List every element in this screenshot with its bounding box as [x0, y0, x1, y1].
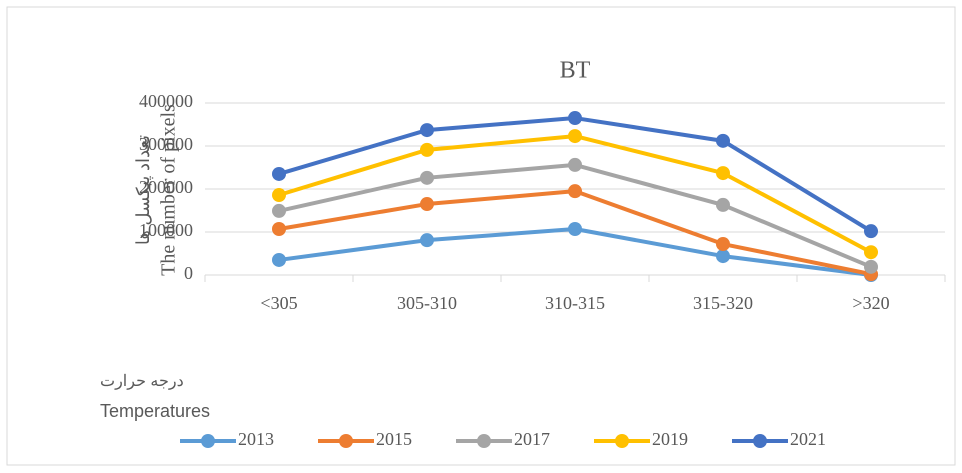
x-tick-label: 310-315 — [545, 293, 605, 313]
y-tick-label: 200000 — [139, 177, 193, 197]
data-point — [568, 221, 582, 236]
data-point — [716, 237, 730, 252]
y-tick-label: 400000 — [139, 91, 193, 111]
x-tick-label: <305 — [260, 293, 297, 313]
data-point — [272, 252, 286, 267]
data-point — [420, 123, 434, 138]
legend-label: 2019 — [652, 429, 688, 449]
legend-label: 2015 — [376, 429, 412, 449]
data-point — [864, 224, 878, 239]
x-tick-label: >320 — [852, 293, 889, 313]
legend-label: 2017 — [514, 429, 550, 449]
data-point — [716, 166, 730, 181]
legend-swatch — [477, 434, 491, 448]
x-axis-label: Temperatures — [100, 401, 210, 421]
legend-swatch — [615, 434, 629, 448]
y-axis-label: تعداد پیکسل ها — [133, 135, 154, 245]
data-point — [420, 197, 434, 212]
chart-title: BT — [560, 58, 591, 84]
y-axis-label: The number of pixels — [158, 104, 180, 276]
data-point — [272, 188, 286, 203]
x-axis-label: درجه حرارت — [100, 373, 184, 390]
legend-label: 2013 — [238, 429, 274, 449]
data-point — [272, 166, 286, 181]
legend-swatch — [201, 434, 215, 448]
y-tick-label: 0 — [184, 263, 193, 283]
legend-swatch — [753, 434, 767, 448]
data-point — [716, 249, 730, 264]
legend-label: 2021 — [790, 429, 826, 449]
y-tick-label: 100000 — [139, 220, 193, 240]
data-point — [568, 184, 582, 199]
data-point — [716, 133, 730, 148]
data-point — [420, 170, 434, 185]
x-tick-label: 315-320 — [693, 293, 753, 313]
y-tick-label: 300000 — [139, 134, 193, 154]
legend-swatch — [339, 434, 353, 448]
data-point — [420, 233, 434, 248]
data-point — [568, 129, 582, 144]
data-point — [864, 245, 878, 260]
data-point — [272, 221, 286, 236]
data-point — [864, 259, 878, 274]
data-point — [272, 203, 286, 218]
data-point — [716, 197, 730, 212]
x-tick-label: 305-310 — [397, 293, 457, 313]
data-point — [568, 111, 582, 126]
data-point — [568, 157, 582, 172]
data-point — [420, 142, 434, 157]
